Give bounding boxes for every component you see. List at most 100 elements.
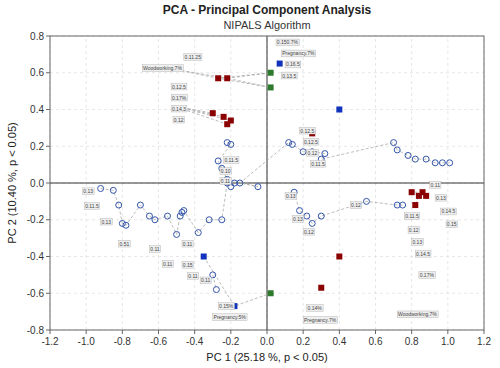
annotation: 0.14% <box>307 305 323 312</box>
circle-point <box>300 149 306 155</box>
plot-data <box>98 61 453 310</box>
tick-y <box>46 256 50 257</box>
circle-point <box>412 156 418 162</box>
subtitle: NIPALS Algorithm <box>223 19 310 31</box>
annotation: 0.13 <box>285 192 297 199</box>
tick-label-y: -0.2 <box>27 214 45 225</box>
circle-point <box>405 152 411 158</box>
tick-label-x: 1.0 <box>441 336 455 347</box>
annotation-box <box>397 311 438 318</box>
annotation-box <box>285 192 297 199</box>
square-point <box>221 114 227 120</box>
annotation-box <box>285 61 301 68</box>
tick-label-y: -0.6 <box>27 288 45 299</box>
annotation: 0.15 <box>446 221 458 228</box>
annotation: 0.11 <box>200 277 211 284</box>
annotation-text: 0.13 <box>83 188 93 194</box>
annotation: 0.12 <box>350 202 362 209</box>
tick-y <box>46 219 50 220</box>
square-point <box>210 110 216 116</box>
connector-line <box>204 257 271 307</box>
zero-line-y <box>50 183 484 184</box>
annotation-text: 0.11 <box>188 273 198 279</box>
circle-point <box>432 160 438 166</box>
circle-point <box>255 184 261 190</box>
square-point <box>423 193 429 199</box>
annotation: Woodworking.7% <box>142 65 183 72</box>
y-axis-label: PC 2 (10.40 %, p < 0.05) <box>6 122 18 243</box>
tick-x <box>86 330 87 334</box>
annotation-text: Woodworking.7% <box>398 311 437 317</box>
annotation: 0.51 <box>119 240 131 247</box>
square-point <box>201 254 207 260</box>
circle-point <box>289 141 295 147</box>
circle-point <box>137 202 143 208</box>
circle-point <box>363 198 369 204</box>
tick-x <box>194 330 195 334</box>
connector-line <box>218 73 270 88</box>
circle-point <box>123 222 129 228</box>
circle-point <box>219 217 225 223</box>
annotation-box <box>220 178 231 185</box>
annotation-text: 0.12 <box>308 150 318 156</box>
annotation: 0.12 <box>173 116 185 123</box>
annotation-text: 0.51 <box>120 241 130 247</box>
annotation: 0.12.5 <box>303 138 319 145</box>
annotation-text: 0.11.5 <box>224 157 238 163</box>
tick-x <box>230 330 231 334</box>
tick-label-x: 0.4 <box>332 336 346 347</box>
annotation-box <box>224 157 239 164</box>
tick-label-y: 0.4 <box>30 104 44 115</box>
square-point <box>318 285 324 291</box>
chart-container: -1.2-1.0-0.8-0.6-0.4-0.20.00.20.40.60.81… <box>0 0 500 368</box>
annotation: Woodworking.7% <box>397 311 438 318</box>
annotation-text: 0.12 <box>351 202 361 208</box>
annotation-text: 0.11 <box>150 246 160 252</box>
annotation-text: 0.13 <box>286 193 296 199</box>
annotation-box <box>200 277 211 284</box>
annotation-text: 0.12.5 <box>300 128 314 134</box>
annotation-text: 0.11.25 <box>185 54 202 60</box>
zero-lines <box>50 36 484 330</box>
annotation-box <box>307 305 323 312</box>
annotation-box <box>220 168 232 175</box>
circle-point <box>213 287 219 293</box>
annotation: 0.17% <box>171 94 187 101</box>
tick-label-x: 0.2 <box>296 336 310 347</box>
annotation-text: Pregnancy.7% <box>282 50 315 56</box>
circle-point <box>394 147 400 153</box>
circle-point <box>177 213 183 219</box>
annotation: 0.11 <box>187 272 198 279</box>
tick-y <box>46 146 50 147</box>
annotation: 0.11 <box>149 246 160 253</box>
tick-label-y: 0.6 <box>30 67 44 78</box>
grid <box>50 36 484 330</box>
circle-point <box>318 213 324 219</box>
annotation-text: 0.12 <box>409 227 419 233</box>
tick-label-y: 0.0 <box>30 178 44 189</box>
circle-point <box>304 213 310 219</box>
tick-x <box>267 330 268 334</box>
annotation-text: 0.11 <box>163 261 173 267</box>
tick-x <box>303 330 304 334</box>
ticks: -1.2-1.0-0.8-0.6-0.4-0.20.00.20.40.60.81… <box>27 31 492 348</box>
annotation: 0.11 <box>220 178 231 185</box>
square-point <box>224 121 230 127</box>
annotation-box <box>162 260 173 267</box>
tick-label-x: -1.2 <box>41 336 59 347</box>
annotation: 0.12.5 <box>171 83 187 90</box>
annotation-box <box>171 94 187 101</box>
annotation-box <box>307 149 319 156</box>
annotation-box <box>303 228 315 235</box>
annotation-text: Pregnancy.7% <box>304 317 337 323</box>
tick-label-y: 0.2 <box>30 141 44 152</box>
annotation-text: 0.14.5 <box>416 251 430 257</box>
circle-point <box>286 140 292 146</box>
annotation: 0.13 <box>101 218 113 225</box>
annotation: 0.14.5 <box>415 250 431 257</box>
annotation-text: 0.11 <box>431 182 441 188</box>
tick-label-y: -0.8 <box>27 325 45 336</box>
annotation-box <box>310 160 325 167</box>
annotation-text: 0.12 <box>304 229 314 235</box>
annotation: 0.12 <box>303 228 315 235</box>
